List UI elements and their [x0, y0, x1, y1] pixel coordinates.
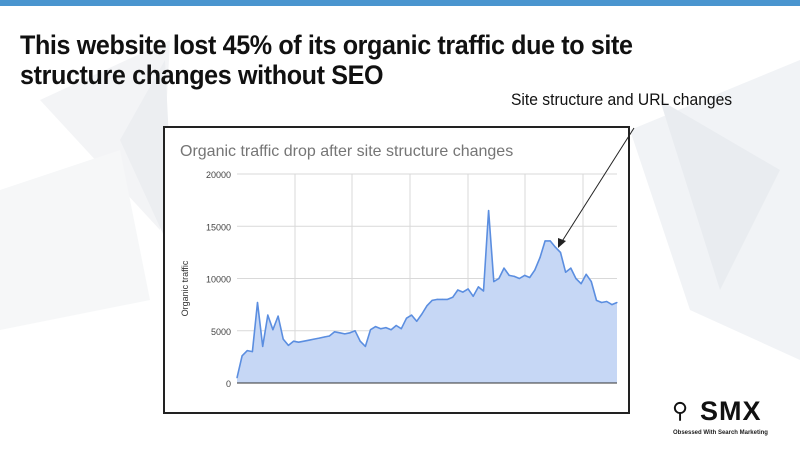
data-point [457, 289, 459, 291]
logo-text: SMX [700, 396, 762, 426]
annotation-label: Site structure and URL changes [511, 90, 733, 109]
y-axis-label: Organic traffic [180, 260, 190, 316]
data-point [549, 240, 551, 242]
data-point [272, 329, 274, 331]
data-point [570, 267, 572, 269]
data-point [246, 350, 248, 352]
data-point [318, 337, 320, 339]
y-tick-label: 15000 [206, 222, 231, 232]
data-point [256, 301, 259, 304]
magnifier-icon: ⚲ [672, 398, 689, 423]
data-point [498, 277, 500, 280]
data-point [446, 298, 449, 300]
data-point [590, 281, 592, 283]
data-point [267, 314, 269, 316]
data-point [616, 301, 618, 304]
data-point [292, 340, 295, 342]
data-point [524, 274, 526, 276]
data-point [539, 257, 541, 259]
slide-title: This website lost 45% of its organic tra… [20, 30, 633, 90]
data-point [595, 299, 598, 301]
data-point [452, 296, 454, 298]
data-point [441, 298, 443, 300]
y-tick-label: 0 [226, 379, 231, 389]
data-point [431, 299, 433, 301]
data-point [405, 317, 408, 319]
data-point [513, 275, 515, 277]
data-point [559, 251, 562, 253]
data-point [251, 351, 253, 353]
data-point [436, 298, 438, 300]
data-point [385, 327, 387, 329]
data-point [298, 341, 300, 343]
data-point [508, 274, 510, 276]
data-point [241, 355, 243, 357]
annotation-arrow-line [560, 127, 635, 244]
data-point [493, 281, 495, 283]
data-point [303, 340, 305, 342]
data-point [601, 301, 603, 304]
data-point [554, 246, 557, 248]
data-point [287, 344, 289, 346]
data-point [344, 333, 346, 335]
data-point [334, 331, 336, 333]
annotation-arrow-head [558, 238, 566, 248]
data-point [565, 271, 567, 273]
data-point [426, 305, 428, 307]
data-point [462, 291, 464, 293]
data-point [359, 340, 361, 342]
data-point [518, 277, 521, 280]
data-point [544, 240, 546, 242]
data-point [390, 329, 392, 331]
data-point [585, 273, 587, 275]
data-point [354, 330, 356, 332]
data-point [328, 335, 330, 337]
top-accent-bar [0, 0, 800, 6]
data-point [308, 339, 310, 341]
data-point [375, 326, 377, 328]
data-point [575, 277, 577, 280]
data-point [380, 328, 382, 330]
data-point [364, 345, 366, 347]
data-point [411, 314, 413, 316]
data-point [529, 276, 531, 279]
data-point [236, 377, 238, 379]
y-tick-label: 10000 [206, 275, 231, 285]
data-point [262, 345, 264, 347]
data-point [534, 269, 536, 271]
data-point [482, 290, 485, 292]
data-point [472, 295, 474, 297]
logo-tagline: Obsessed With Search Marketing [673, 430, 768, 436]
smx-logo: ⚲ SMX Obsessed With Search Marketing [672, 396, 790, 444]
data-point [421, 313, 423, 315]
data-point [416, 320, 418, 322]
data-point [467, 288, 469, 290]
series-area [237, 210, 617, 383]
data-point [313, 338, 315, 340]
data-point [477, 286, 479, 288]
data-point [400, 328, 402, 330]
y-tick-label: 5000 [211, 327, 231, 337]
data-point [282, 338, 284, 340]
data-point [369, 329, 372, 331]
data-point [606, 300, 608, 303]
data-point [580, 283, 582, 285]
data-point [503, 267, 505, 269]
data-point [277, 315, 279, 317]
data-point [339, 332, 341, 334]
chart-title: Organic traffic drop after site structur… [180, 143, 514, 160]
data-point [323, 336, 325, 338]
data-point [488, 210, 490, 212]
data-point [395, 324, 397, 327]
data-point [611, 304, 613, 306]
y-tick-label: 20000 [206, 170, 231, 180]
data-point [349, 332, 351, 334]
